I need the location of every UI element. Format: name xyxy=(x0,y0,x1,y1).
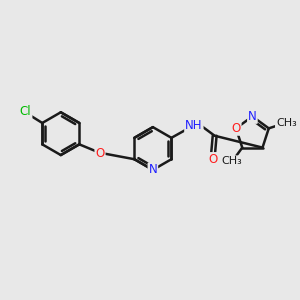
Text: CH₃: CH₃ xyxy=(221,156,242,166)
Text: O: O xyxy=(95,147,105,160)
Text: NH: NH xyxy=(185,119,202,132)
Text: O: O xyxy=(231,122,241,135)
Text: N: N xyxy=(148,164,157,176)
Text: O: O xyxy=(208,153,218,166)
Text: Cl: Cl xyxy=(20,105,32,118)
Text: CH₃: CH₃ xyxy=(276,118,297,128)
Text: N: N xyxy=(248,110,257,123)
